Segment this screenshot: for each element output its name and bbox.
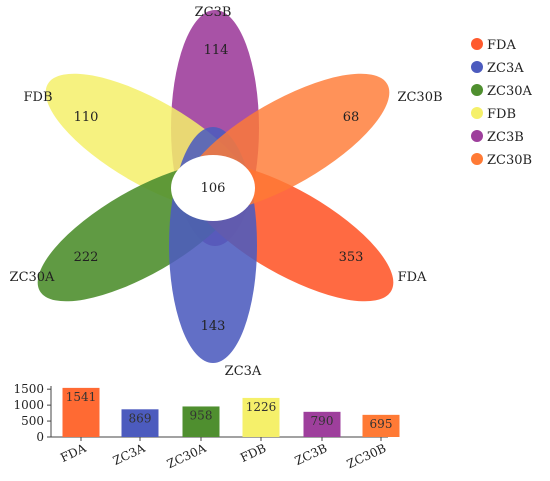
bar-fdb	[242, 397, 280, 437]
bar-value-label: 958	[190, 408, 213, 422]
bar-fda	[62, 387, 100, 437]
legend-label-fdb: FDB	[487, 107, 516, 122]
bar-value-label: 869	[129, 411, 152, 425]
legend-label-zc3a: ZC3A	[487, 61, 524, 76]
bar-y-tick-label: 1500	[13, 382, 44, 396]
venn-label-zc30b: ZC30B	[397, 90, 442, 105]
venn-diagram: 106 114 110 68 222 353 143 ZC3B FDB ZC30…	[10, 5, 443, 379]
legend-label-zc3b: ZC3B	[487, 130, 524, 145]
bar-x-tick-label: ZC3B	[293, 441, 330, 468]
bar-x-tick-label: ZC30B	[345, 441, 389, 471]
bar-zc3b	[303, 411, 341, 437]
bar-x-tick-label: FDB	[238, 441, 268, 465]
bar-y-tick-label: 1000	[13, 398, 44, 412]
venn-label-zc30a: ZC30A	[10, 270, 56, 285]
venn-count-fda: 353	[339, 250, 364, 265]
venn-count-fdb: 110	[74, 110, 99, 125]
venn-core-count: 106	[201, 181, 226, 196]
venn-label-zc3b: ZC3B	[195, 5, 232, 20]
legend-swatch-zc30b	[471, 153, 483, 165]
bar-x-tick-label: ZC3A	[111, 441, 148, 468]
bar-zc30a	[182, 406, 220, 437]
legend-swatch-zc30a	[471, 84, 483, 96]
legend-swatch-zc3b	[471, 130, 483, 142]
bar-marks: 1541 FDA 869 ZC3A 958 ZC30A 1226 FDB 790 ZC3B 695 Z…	[58, 387, 400, 471]
venn-count-zc30b: 68	[343, 110, 360, 125]
bar-y-ticks: 1500 1000 500 0	[13, 382, 51, 444]
bar-chart: 1500 1000 500 0 1541 FDA 869 ZC3A 958 ZC30A 1226 F…	[13, 382, 400, 471]
bar-value-label: 1226	[246, 400, 277, 414]
legend-label-zc30b: ZC30B	[487, 153, 532, 168]
venn-count-zc30a: 222	[74, 250, 99, 265]
bar-x-tick-label: ZC30A	[165, 441, 209, 471]
venn-label-zc3a: ZC3A	[225, 364, 262, 379]
legend-swatch-fda	[471, 38, 483, 50]
venn-count-zc3a: 143	[201, 319, 226, 334]
bar-value-label: 1541	[66, 390, 97, 404]
bar-zc3a	[121, 409, 159, 437]
bar-y-tick-label: 0	[36, 430, 44, 444]
venn-count-zc3b: 114	[204, 43, 229, 58]
bar-value-label: 695	[370, 417, 393, 431]
legend-swatch-zc3a	[471, 61, 483, 73]
bar-value-label: 790	[311, 414, 334, 428]
legend-label-fda: FDA	[487, 38, 516, 53]
legend-swatch-fdb	[471, 107, 483, 119]
bar-zc30b	[362, 414, 400, 437]
venn-label-fda: FDA	[398, 270, 427, 285]
bar-x-tick-label: FDA	[58, 441, 88, 465]
venn-core	[171, 155, 255, 221]
legend: FDA ZC3A ZC30A FDB ZC3B ZC30B	[471, 38, 533, 168]
bar-y-tick-label: 500	[21, 414, 44, 428]
legend-label-zc30a: ZC30A	[487, 84, 533, 99]
venn-label-fdb: FDB	[24, 90, 53, 105]
